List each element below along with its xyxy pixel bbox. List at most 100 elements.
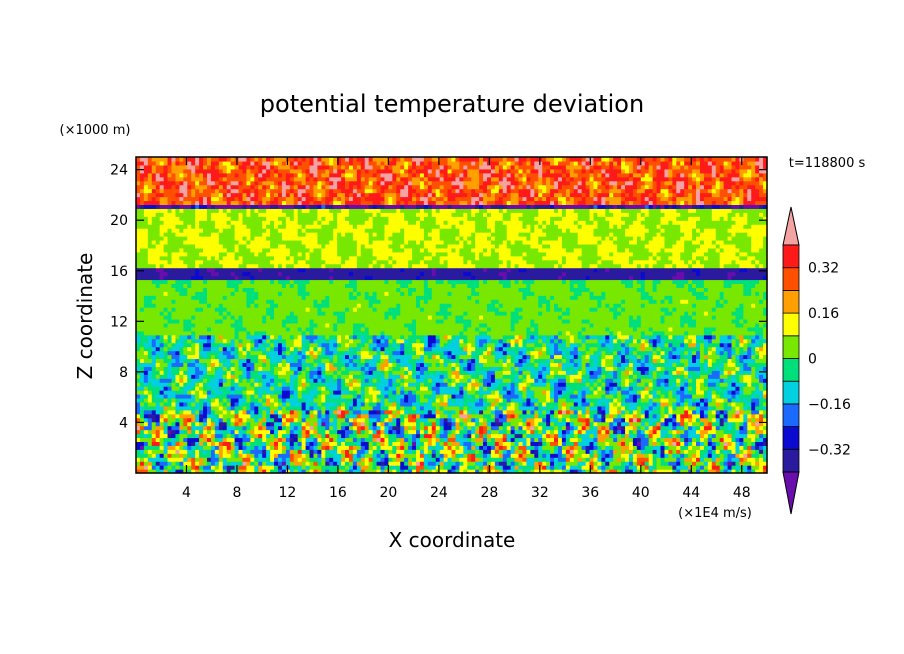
- heatmap-cell: [151, 425, 157, 431]
- heatmap-cell: [518, 465, 524, 470]
- heatmap-cell: [585, 358, 591, 363]
- heatmap-cell: [412, 378, 417, 383]
- heatmap-cell: [408, 453, 413, 458]
- heatmap-cell: [246, 461, 251, 466]
- heatmap-cell: [455, 370, 460, 375]
- heatmap-cell: [601, 437, 606, 442]
- heatmap-cell: [648, 421, 654, 427]
- heatmap-cell: [475, 433, 480, 439]
- heatmap-cell: [167, 469, 173, 474]
- heatmap-cell: [636, 378, 642, 383]
- heatmap-cell: [684, 405, 689, 411]
- heatmap-cell: [585, 390, 591, 395]
- heatmap-cell: [431, 386, 437, 391]
- heatmap-cell: [514, 401, 520, 407]
- heatmap-cell: [557, 401, 563, 407]
- heatmap-cell: [396, 350, 401, 356]
- heatmap-cell: [309, 417, 315, 423]
- heatmap-cell: [751, 390, 756, 395]
- heatmap-cell: [557, 453, 563, 458]
- heatmap-cell: [628, 405, 634, 411]
- heatmap-cell: [427, 390, 433, 395]
- heatmap-cell: [416, 405, 421, 411]
- heatmap-cell: [274, 465, 279, 470]
- heatmap-cell: [242, 370, 248, 375]
- heatmap-cell: [254, 350, 259, 356]
- heatmap-cell: [435, 417, 441, 423]
- heatmap-cell: [341, 358, 346, 363]
- heatmap-cell: [751, 382, 756, 387]
- heatmap-cell: [277, 445, 283, 450]
- heatmap-cell: [163, 362, 169, 367]
- heatmap-cell: [159, 378, 165, 383]
- heatmap-cell: [676, 465, 681, 470]
- heatmap-cell: [337, 354, 342, 360]
- heatmap-cell: [183, 469, 188, 474]
- heatmap-cell: [739, 390, 744, 395]
- heatmap-cell: [688, 350, 693, 356]
- heatmap-cell: [416, 350, 421, 356]
- heatmap-cell: [676, 441, 681, 446]
- heatmap-cell: [569, 425, 575, 431]
- heatmap-cell: [735, 417, 740, 423]
- heatmap-cell: [546, 429, 551, 435]
- heatmap-cell: [435, 405, 441, 411]
- heatmap-cell: [337, 390, 342, 395]
- heatmap-cell: [609, 401, 614, 407]
- heatmap-cell: [703, 374, 709, 379]
- heatmap-cell: [577, 382, 583, 387]
- heatmap-cell: [672, 350, 677, 356]
- heatmap-cell: [285, 417, 291, 423]
- heatmap-cell: [285, 449, 291, 454]
- heatmap-cell: [412, 441, 417, 446]
- heatmap-cell: [561, 354, 567, 360]
- heatmap-cell: [719, 358, 725, 363]
- heatmap-cell: [151, 433, 157, 439]
- heatmap-cell: [692, 417, 697, 423]
- heatmap-cell: [502, 429, 508, 435]
- heatmap-cell: [179, 441, 184, 446]
- heatmap-cell: [751, 374, 756, 379]
- heatmap-cell: [632, 405, 638, 411]
- heatmap-cell: [640, 397, 646, 403]
- heatmap-cell: [684, 397, 689, 403]
- heatmap-cell: [396, 453, 401, 458]
- heatmap-cell: [680, 469, 685, 474]
- heatmap-cell: [175, 362, 180, 367]
- heatmap-cell: [617, 401, 622, 407]
- heatmap-cell: [360, 358, 366, 363]
- heatmap-cell: [747, 358, 752, 363]
- heatmap-cell: [380, 465, 386, 470]
- heatmap-cell: [680, 366, 685, 371]
- heatmap-cell: [522, 382, 528, 387]
- heatmap-cell: [313, 465, 319, 470]
- heatmap-cell: [163, 417, 169, 423]
- heatmap-cell: [621, 409, 626, 415]
- heatmap-cell: [435, 362, 441, 367]
- heatmap-cell: [423, 358, 429, 363]
- heatmap-cell: [187, 390, 192, 395]
- heatmap-cell: [301, 394, 307, 399]
- heatmap-cell: [719, 397, 725, 403]
- heatmap-cell: [699, 437, 705, 442]
- heatmap-cell: [242, 425, 248, 431]
- heatmap-cell: [510, 354, 516, 360]
- heatmap-cell: [597, 453, 602, 458]
- heatmap-cell: [396, 417, 401, 423]
- heatmap-cell: [672, 433, 677, 439]
- heatmap-cell: [364, 429, 370, 435]
- heatmap-cell: [206, 350, 212, 356]
- heatmap-cell: [266, 390, 271, 395]
- heatmap-cell: [289, 465, 295, 470]
- heatmap-cell: [755, 358, 760, 363]
- heatmap-cell: [187, 461, 192, 466]
- heatmap-cell: [356, 386, 362, 391]
- heatmap-cell: [692, 390, 697, 395]
- heatmap-cell: [337, 453, 342, 458]
- heatmap-cell: [155, 358, 161, 363]
- heatmap-cell: [348, 409, 354, 415]
- heatmap-cell: [396, 429, 401, 435]
- heatmap-cell: [731, 445, 737, 450]
- heatmap-cell: [159, 449, 165, 454]
- heatmap-cell: [443, 449, 449, 454]
